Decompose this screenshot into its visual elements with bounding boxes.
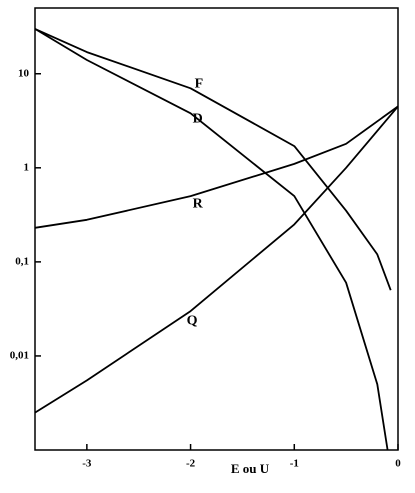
plot-frame bbox=[34, 7, 399, 451]
curve bbox=[34, 105, 399, 229]
series-label: F bbox=[195, 77, 204, 92]
x-tick-label: 0 bbox=[395, 458, 401, 470]
series-label: R bbox=[193, 196, 204, 211]
curve bbox=[34, 105, 399, 414]
curve bbox=[34, 28, 392, 291]
x-axis-label: E ou U bbox=[231, 461, 270, 476]
series-label: Q bbox=[187, 313, 198, 328]
x-tick-label: -2 bbox=[186, 458, 196, 470]
curve bbox=[34, 28, 389, 451]
y-tick-label: 10 bbox=[18, 67, 30, 79]
y-tick-label: 1 bbox=[24, 161, 30, 173]
x-tick-label: -1 bbox=[290, 458, 299, 470]
y-tick-label: 0,1 bbox=[15, 255, 29, 267]
series-label: D bbox=[193, 111, 203, 126]
y-tick-label: 0,01 bbox=[10, 349, 29, 361]
x-tick-label: -3 bbox=[82, 458, 92, 470]
